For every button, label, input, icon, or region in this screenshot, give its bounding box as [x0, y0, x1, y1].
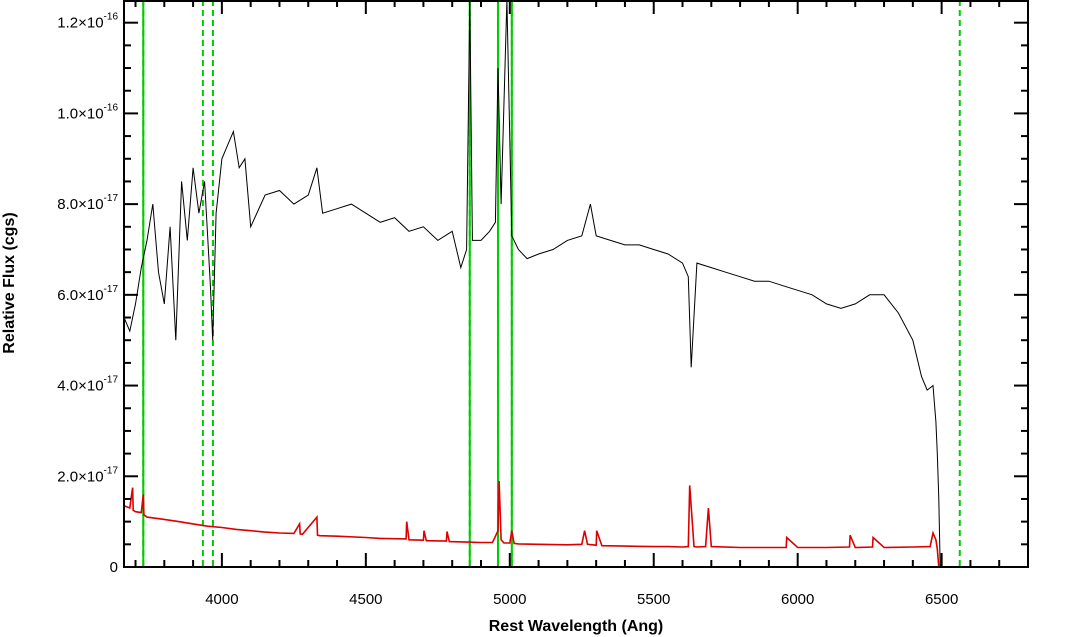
x-axis-title: Rest Wavelength (Ang) — [489, 618, 664, 635]
y-tick-labels: 0 2.0×10-17 4.0×10-17 6.0×10-17 8.0×10-17 1.0… — [57, 12, 118, 576]
axis-ticks — [124, 0, 1029, 568]
x-tick-label: 4000 — [205, 591, 238, 608]
x-tick-label: 4500 — [349, 591, 382, 608]
x-tick-label: 6000 — [781, 591, 814, 608]
series-layer — [123, 0, 1028, 568]
series-line-1 — [123, 0, 1028, 568]
x-tick-label: 5000 — [493, 591, 526, 608]
y-tick-label: 1.2×10-16 — [57, 12, 118, 32]
emission-line-markers — [142, 0, 961, 567]
x-tick-labels: 4000 4500 5000 5500 6000 6500 — [205, 591, 958, 608]
y-tick-label: 1.0×10-16 — [57, 102, 118, 122]
y-tick-label: 8.0×10-17 — [57, 193, 118, 213]
y-tick-label: 0 — [110, 559, 118, 576]
y-tick-label: 2.0×10-17 — [57, 465, 118, 485]
x-tick-label: 6500 — [925, 591, 958, 608]
y-tick-label: 6.0×10-17 — [57, 284, 118, 304]
series-line-2 — [123, 480, 1028, 568]
x-tick-label: 5500 — [637, 591, 670, 608]
y-axis-title: Relative Flux (cgs) — [1, 212, 18, 353]
plot-frame — [123, 0, 1029, 568]
y-tick-label: 4.0×10-17 — [57, 375, 118, 395]
